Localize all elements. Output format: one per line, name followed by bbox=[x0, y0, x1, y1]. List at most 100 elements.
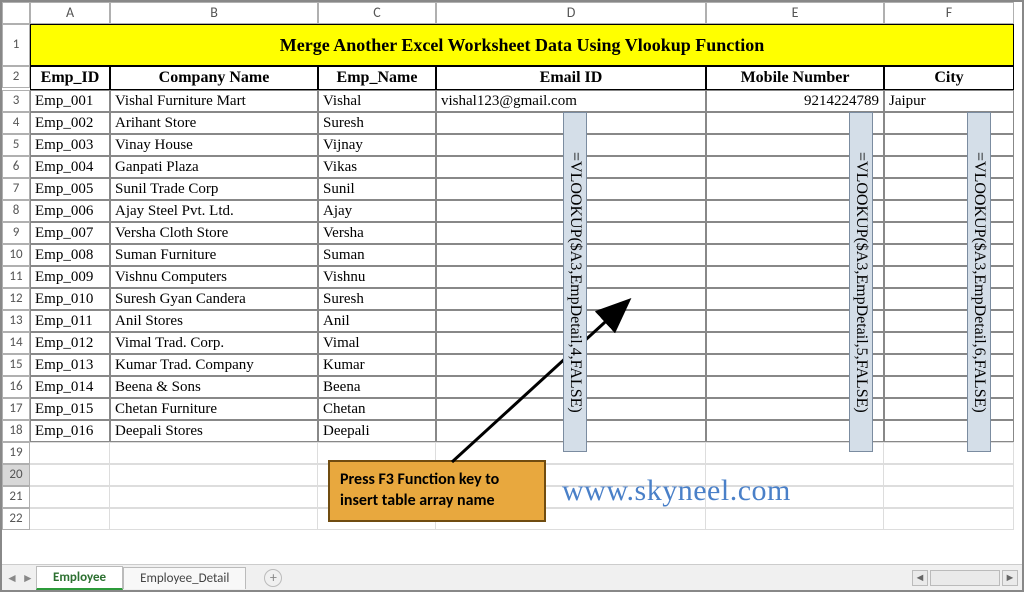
empty-cell[interactable] bbox=[706, 508, 884, 530]
empty-cell[interactable] bbox=[884, 464, 1014, 486]
row-header[interactable]: 14 bbox=[2, 332, 30, 354]
empty-cell[interactable] bbox=[110, 442, 318, 464]
table-cell[interactable]: Emp_008 bbox=[30, 244, 110, 266]
table-cell[interactable]: Chetan bbox=[318, 398, 436, 420]
row-header[interactable]: 16 bbox=[2, 376, 30, 398]
table-cell[interactable]: Vishnu Computers bbox=[110, 266, 318, 288]
empty-cell[interactable] bbox=[30, 442, 110, 464]
table-cell[interactable]: Emp_005 bbox=[30, 178, 110, 200]
table-cell[interactable]: Vishnu bbox=[318, 266, 436, 288]
empty-cell[interactable] bbox=[110, 486, 318, 508]
col-header[interactable]: D bbox=[436, 2, 706, 24]
table-cell[interactable]: Emp_015 bbox=[30, 398, 110, 420]
row-header[interactable]: 4 bbox=[2, 112, 30, 134]
row-header[interactable]: 19 bbox=[2, 442, 30, 464]
header-emp-id[interactable]: Emp_ID bbox=[30, 66, 110, 90]
row-header[interactable]: 15 bbox=[2, 354, 30, 376]
table-cell[interactable]: Emp_016 bbox=[30, 420, 110, 442]
table-cell[interactable] bbox=[884, 398, 1014, 420]
row-header[interactable]: 20 bbox=[2, 464, 30, 486]
table-cell[interactable]: Vimal bbox=[318, 332, 436, 354]
table-cell[interactable]: Vijnay bbox=[318, 134, 436, 156]
table-cell[interactable]: Emp_011 bbox=[30, 310, 110, 332]
row-header[interactable]: 3 bbox=[2, 90, 30, 112]
header-city[interactable]: City bbox=[884, 66, 1014, 90]
table-cell[interactable]: Ganpati Plaza bbox=[110, 156, 318, 178]
scroll-footer[interactable]: ◄► bbox=[912, 570, 1018, 586]
table-cell[interactable]: Emp_007 bbox=[30, 222, 110, 244]
table-cell[interactable]: Emp_004 bbox=[30, 156, 110, 178]
tab-employee[interactable]: Employee bbox=[36, 566, 123, 590]
table-cell[interactable] bbox=[884, 420, 1014, 442]
table-cell[interactable]: 9214224789 bbox=[706, 90, 884, 112]
table-cell[interactable]: Chetan Furniture bbox=[110, 398, 318, 420]
table-cell[interactable]: Versha bbox=[318, 222, 436, 244]
empty-cell[interactable] bbox=[110, 464, 318, 486]
table-cell[interactable]: Anil Stores bbox=[110, 310, 318, 332]
header-company[interactable]: Company Name bbox=[110, 66, 318, 90]
table-cell[interactable]: Jaipur bbox=[884, 90, 1014, 112]
empty-cell[interactable] bbox=[884, 508, 1014, 530]
row-header[interactable]: 6 bbox=[2, 156, 30, 178]
table-cell[interactable]: Emp_012 bbox=[30, 332, 110, 354]
table-cell[interactable]: Suman Furniture bbox=[110, 244, 318, 266]
table-cell[interactable]: Emp_009 bbox=[30, 266, 110, 288]
title-cell[interactable]: Merge Another Excel Worksheet Data Using… bbox=[30, 24, 1014, 66]
row-header[interactable]: 21 bbox=[2, 486, 30, 508]
col-header[interactable]: B bbox=[110, 2, 318, 24]
empty-cell[interactable] bbox=[30, 486, 110, 508]
table-cell[interactable] bbox=[884, 222, 1014, 244]
add-sheet-button[interactable]: + bbox=[264, 569, 282, 587]
row-header[interactable]: 22 bbox=[2, 508, 30, 530]
table-cell[interactable] bbox=[884, 178, 1014, 200]
corner-cell[interactable] bbox=[2, 2, 30, 24]
table-cell[interactable]: Emp_001 bbox=[30, 90, 110, 112]
table-cell[interactable]: Emp_010 bbox=[30, 288, 110, 310]
table-cell[interactable] bbox=[884, 332, 1014, 354]
table-cell[interactable]: Emp_003 bbox=[30, 134, 110, 156]
col-header[interactable]: A bbox=[30, 2, 110, 24]
table-cell[interactable]: Vishal Furniture Mart bbox=[110, 90, 318, 112]
empty-cell[interactable] bbox=[884, 486, 1014, 508]
empty-cell[interactable] bbox=[884, 442, 1014, 464]
table-cell[interactable]: Suresh Gyan Candera bbox=[110, 288, 318, 310]
empty-cell[interactable] bbox=[110, 508, 318, 530]
table-cell[interactable] bbox=[884, 244, 1014, 266]
row-header[interactable]: 8 bbox=[2, 200, 30, 222]
table-cell[interactable] bbox=[884, 266, 1014, 288]
empty-cell[interactable] bbox=[30, 508, 110, 530]
table-cell[interactable]: Ajay Steel Pvt. Ltd. bbox=[110, 200, 318, 222]
table-cell[interactable] bbox=[884, 134, 1014, 156]
table-cell[interactable]: Suresh bbox=[318, 112, 436, 134]
table-cell[interactable]: Arihant Store bbox=[110, 112, 318, 134]
table-cell[interactable]: Anil bbox=[318, 310, 436, 332]
row-header[interactable]: 1 bbox=[2, 24, 30, 66]
row-header[interactable]: 17 bbox=[2, 398, 30, 420]
tab-nav-arrows[interactable]: ◄► bbox=[6, 571, 34, 586]
row-header[interactable]: 2 bbox=[2, 66, 30, 88]
table-cell[interactable] bbox=[884, 112, 1014, 134]
table-cell[interactable]: vishal123@gmail.com bbox=[436, 90, 706, 112]
col-header[interactable]: F bbox=[884, 2, 1014, 24]
table-cell[interactable]: Sunil bbox=[318, 178, 436, 200]
table-cell[interactable]: Vishal bbox=[318, 90, 436, 112]
header-emp-name[interactable]: Emp_Name bbox=[318, 66, 436, 90]
row-header[interactable]: 10 bbox=[2, 244, 30, 266]
table-cell[interactable] bbox=[884, 200, 1014, 222]
table-cell[interactable]: Emp_006 bbox=[30, 200, 110, 222]
table-cell[interactable] bbox=[884, 156, 1014, 178]
table-cell[interactable]: Suman bbox=[318, 244, 436, 266]
table-cell[interactable]: Versha Cloth Store bbox=[110, 222, 318, 244]
table-cell[interactable]: Vimal Trad. Corp. bbox=[110, 332, 318, 354]
table-cell[interactable]: Emp_014 bbox=[30, 376, 110, 398]
header-email[interactable]: Email ID bbox=[436, 66, 706, 90]
table-cell[interactable] bbox=[884, 354, 1014, 376]
table-cell[interactable] bbox=[884, 310, 1014, 332]
row-header[interactable]: 11 bbox=[2, 266, 30, 288]
table-cell[interactable]: Deepali Stores bbox=[110, 420, 318, 442]
row-header[interactable]: 13 bbox=[2, 310, 30, 332]
table-cell[interactable] bbox=[884, 376, 1014, 398]
table-cell[interactable]: Vikas bbox=[318, 156, 436, 178]
table-cell[interactable]: Ajay bbox=[318, 200, 436, 222]
row-header[interactable]: 9 bbox=[2, 222, 30, 244]
